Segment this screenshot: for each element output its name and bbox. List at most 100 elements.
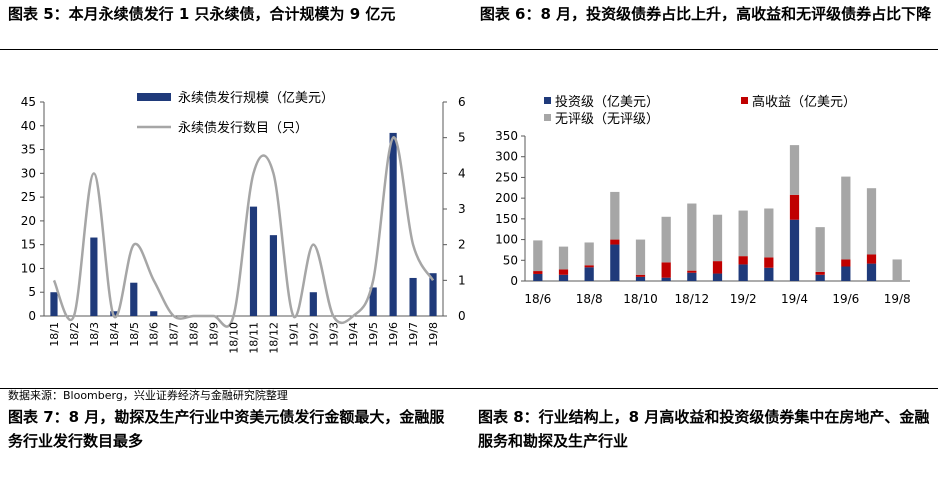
legend-label-amount: 永续债发行规模（亿美元） [178,90,334,106]
bar-segment-high-yield [687,270,697,273]
left-y-tick-label: 10 [21,261,36,275]
x-tick-label: 18/12 [675,292,710,306]
x-tick-label: 19/6 [832,292,859,306]
bar-segment-high-yield [712,261,723,274]
bar-issue-amount [130,282,138,316]
bar-issue-amount [369,287,377,316]
right-y-tick-label: 1 [458,273,466,287]
bar-segment-high-yield [635,274,646,277]
bar-segment-unrated [892,259,902,281]
x-tick-label: 18/10 [228,322,241,354]
bar-segment-high-yield [764,257,774,268]
x-tick-label: 19/3 [327,322,340,347]
legend-swatch-investment-grade [544,97,551,104]
x-tick-label: 18/4 [108,322,121,347]
x-tick-label: 19/1 [287,322,300,347]
bar-segment-unrated [687,203,697,271]
bar-segment-unrated [764,208,774,258]
bar-segment-unrated [584,242,594,266]
y-tick-label: 250 [495,170,518,184]
line-issue-count [52,136,435,328]
x-tick-label: 18/8 [576,292,603,306]
left-y-tick-label: 40 [21,119,36,133]
bar-segment-unrated [533,240,543,272]
bar-segment-unrated [635,239,646,275]
x-tick-label: 18/3 [88,322,101,347]
x-tick-label: 18/5 [128,322,141,347]
bar-issue-amount [429,273,437,316]
bar-segment-investment-grade [610,244,620,281]
left-y-tick-label: 5 [28,285,36,299]
bar-segment-high-yield [789,194,800,220]
bar-segment-investment-grade [558,274,569,281]
left-y-tick-label: 0 [28,309,36,323]
bar-segment-unrated [789,145,800,195]
bar-segment-investment-grade [764,267,774,281]
bar-segment-investment-grade [661,277,671,281]
figure-8-caption: 图表 8：行业结构上，8 月高收益和投资级债券集中在房地产、金融服务和勘探及生产… [478,408,930,450]
x-tick-label: 18/6 [524,292,551,306]
y-tick-label: 50 [503,253,518,267]
bar-segment-unrated [712,214,723,262]
left-y-tick-label: 30 [21,166,36,180]
bar-segment-investment-grade [584,267,594,281]
x-tick-label: 18/6 [148,322,161,347]
bar-segment-investment-grade [712,273,723,281]
bar-issue-amount [389,132,397,316]
bar-segment-unrated [558,246,569,270]
bar-segment-unrated [661,216,671,263]
legend-label-investment-grade: 投资级（亿美元） [555,94,659,110]
bar-segment-investment-grade [738,264,748,281]
legend-swatch-unrated [544,114,551,121]
bar-segment-investment-grade [687,272,697,281]
x-tick-label: 18/9 [208,322,221,347]
bar-segment-investment-grade [815,274,825,281]
bar-segment-unrated [738,210,748,257]
figure-5-caption: 图表 5：本月永续债发行 1 只永续债，合计规模为 9 亿元 [8,5,396,23]
bar-segment-unrated [610,191,620,240]
right-y-tick-label: 5 [458,131,466,145]
x-tick-label: 19/2 [307,322,320,347]
x-tick-label: 18/12 [267,322,280,354]
bar-issue-amount [90,237,98,316]
bar-segment-high-yield [533,271,543,274]
bar-segment-investment-grade [841,266,851,281]
bar-segment-high-yield [610,239,620,245]
legend-swatch-high-yield [741,97,748,104]
x-tick-label: 19/2 [730,292,757,306]
right-y-tick-label: 3 [458,202,466,216]
bar-segment-high-yield [661,262,671,278]
x-tick-label: 18/7 [168,322,181,347]
right-y-tick-label: 2 [458,238,466,252]
y-tick-label: 0 [510,274,518,288]
bar-issue-amount [249,206,258,316]
bar-segment-high-yield [584,265,594,268]
x-tick-label: 19/5 [367,322,380,347]
left-y-tick-label: 15 [21,238,36,252]
bottom-divider [0,388,938,389]
bar-issue-amount [309,292,317,316]
bar-issue-amount [409,277,417,316]
y-tick-label: 300 [495,150,518,164]
bar-segment-investment-grade [866,263,877,281]
legend-label-count: 永续债发行数目（只） [178,120,308,136]
right-y-tick-label: 4 [458,166,466,180]
x-tick-label: 18/8 [188,322,201,347]
left-y-tick-label: 25 [21,190,36,204]
y-tick-label: 350 [495,129,518,143]
y-tick-label: 100 [495,233,518,247]
left-y-tick-label: 45 [21,95,36,109]
figure-7-caption: 图表 7：8 月，勘探及生产行业中资美元债发行金额最大，金融服务行业发行数目最多 [8,408,445,450]
bar-segment-high-yield [866,254,877,264]
figure-6-caption: 图表 6：8 月，投资级债券占比上升，高收益和无评级债券占比下降 [479,5,932,23]
bar-segment-high-yield [841,259,851,267]
x-tick-label: 18/11 [247,322,260,354]
left-y-tick-label: 35 [21,143,36,157]
bar-segment-unrated [841,176,851,260]
bar-segment-investment-grade [635,276,646,281]
bar-segment-high-yield [738,256,748,265]
rating-structure-chart: 0 50 100 150 200 250 300 350 18/6 18/8 18/10 18/12 1… [495,94,911,306]
x-tick-label: 18/2 [68,322,81,347]
y-tick-label: 200 [495,191,518,205]
